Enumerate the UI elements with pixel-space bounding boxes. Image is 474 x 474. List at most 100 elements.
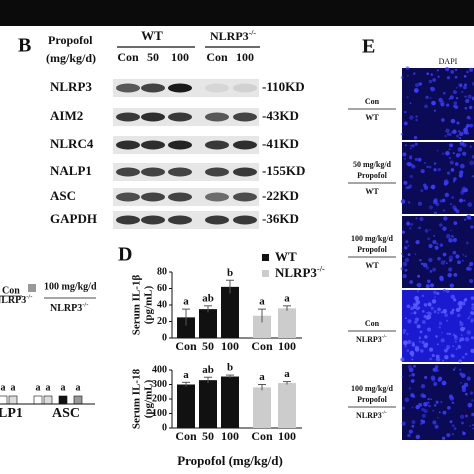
- nucleus: [433, 290, 437, 295]
- nucleus: [442, 436, 446, 440]
- nucleus: [460, 382, 462, 384]
- nucleus: [463, 75, 467, 78]
- condition-label: NLRP3-/-: [356, 334, 387, 343]
- significance-letter: a: [46, 382, 51, 393]
- nucleus: [467, 94, 472, 99]
- nucleus: [427, 302, 432, 307]
- nucleus: [464, 188, 468, 193]
- nucleus: [419, 216, 424, 222]
- nucleus: [458, 301, 463, 306]
- nucleus: [457, 260, 461, 265]
- lane-label: 50: [147, 50, 159, 64]
- nucleus: [453, 272, 458, 277]
- significance-letter: a: [284, 368, 290, 380]
- condition-label-sup: -/-: [382, 410, 387, 416]
- condition-label: 100 mg/kg/d: [351, 234, 394, 243]
- bar: [199, 380, 217, 428]
- blot-band: [141, 112, 165, 122]
- nucleus: [447, 133, 449, 136]
- protein-label: NLRP3: [50, 79, 92, 94]
- nucleus: [444, 313, 448, 317]
- significance-letter: a: [76, 382, 81, 393]
- condition-label-base: NLRP3: [356, 335, 382, 344]
- y-tick-label: 400: [152, 364, 167, 375]
- nucleus: [458, 131, 464, 137]
- nucleus: [467, 202, 473, 207]
- nucleus: [402, 328, 407, 333]
- error-bar: [283, 305, 291, 311]
- nucleus: [406, 162, 410, 166]
- legend-text-base: NLRP3: [0, 295, 26, 306]
- nucleus: [431, 299, 437, 304]
- nucleus: [439, 199, 443, 203]
- nucleus: [429, 229, 431, 231]
- nucleus: [411, 406, 414, 409]
- nucleus: [423, 161, 426, 164]
- nucleus: [424, 229, 429, 233]
- nucleus: [410, 144, 412, 147]
- nucleus: [423, 303, 428, 307]
- nucleus: [445, 67, 450, 72]
- nucleus: [449, 143, 454, 148]
- bar: [278, 308, 296, 338]
- nucleus: [401, 421, 406, 426]
- size-label: -43KD: [262, 108, 299, 123]
- blot-band: [116, 83, 140, 93]
- nucleus: [459, 141, 465, 146]
- nucleus: [454, 75, 458, 79]
- nucleus: [448, 267, 453, 272]
- nucleus: [433, 234, 436, 237]
- nucleus: [471, 175, 474, 178]
- nucleus: [452, 90, 457, 95]
- nucleus: [407, 364, 412, 369]
- nucleus: [446, 345, 451, 350]
- panel-label: D: [118, 244, 132, 266]
- treatment-label: Propofol: [48, 33, 93, 47]
- error-bar: [182, 381, 190, 387]
- nucleus: [413, 311, 417, 315]
- protein-label: ASC: [50, 188, 76, 203]
- nucleus: [439, 275, 444, 281]
- nucleus: [417, 274, 421, 278]
- nucleus: [414, 157, 418, 161]
- category-label: LP1: [0, 406, 23, 421]
- nucleus: [445, 233, 451, 239]
- nucleus: [427, 311, 432, 316]
- blot-band: [141, 140, 165, 150]
- nucleus: [406, 349, 410, 352]
- condition-label: Con: [365, 97, 380, 106]
- condition-label: WT: [365, 187, 379, 196]
- nucleus: [462, 253, 465, 256]
- blot-band: [168, 215, 192, 225]
- condition-label: 100 mg/kg/d: [351, 384, 394, 393]
- nucleus: [432, 199, 438, 205]
- nucleus: [454, 68, 458, 72]
- nucleus: [463, 298, 467, 302]
- nucleus: [433, 381, 438, 387]
- nucleus: [407, 201, 411, 204]
- nucleus: [408, 429, 413, 434]
- nucleus: [470, 296, 474, 300]
- nucleus: [460, 334, 463, 336]
- blot-band: [168, 112, 192, 122]
- nucleus: [429, 87, 433, 90]
- nucleus: [454, 367, 457, 369]
- nucleus: [465, 98, 470, 104]
- nucleus: [406, 221, 410, 225]
- nucleus: [418, 82, 422, 86]
- x-tick-label: 100: [221, 429, 239, 443]
- nucleus: [449, 203, 453, 206]
- nucleus: [458, 130, 461, 133]
- nucleus: [438, 325, 441, 329]
- nucleus: [458, 305, 463, 309]
- size-label: -155KD: [262, 163, 305, 178]
- nucleus: [428, 257, 433, 263]
- nucleus: [444, 134, 447, 138]
- nucleus: [423, 343, 428, 348]
- nucleus: [433, 109, 436, 112]
- nucleus: [414, 83, 419, 88]
- nucleus: [415, 299, 421, 305]
- nucleus: [421, 320, 426, 325]
- nucleus: [469, 261, 474, 266]
- nucleus: [438, 97, 443, 103]
